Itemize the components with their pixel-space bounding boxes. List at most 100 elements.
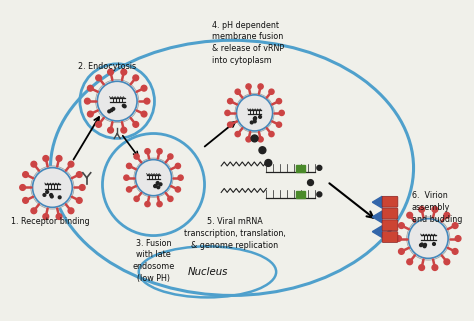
Circle shape bbox=[175, 163, 181, 169]
Circle shape bbox=[423, 245, 426, 247]
Circle shape bbox=[178, 175, 183, 180]
Circle shape bbox=[396, 236, 401, 241]
Circle shape bbox=[168, 196, 173, 202]
Circle shape bbox=[68, 208, 74, 214]
Circle shape bbox=[124, 175, 129, 180]
Circle shape bbox=[265, 160, 272, 166]
Circle shape bbox=[452, 223, 458, 229]
Circle shape bbox=[235, 89, 240, 94]
Circle shape bbox=[276, 122, 282, 127]
Circle shape bbox=[279, 110, 284, 116]
FancyBboxPatch shape bbox=[382, 196, 398, 207]
Text: 3. Fusion
with late
endosome
(low PH): 3. Fusion with late endosome (low PH) bbox=[132, 239, 174, 283]
Circle shape bbox=[444, 259, 450, 265]
Circle shape bbox=[76, 197, 82, 203]
Circle shape bbox=[31, 161, 36, 167]
Circle shape bbox=[31, 208, 36, 214]
Circle shape bbox=[31, 166, 74, 209]
Circle shape bbox=[258, 137, 263, 142]
Circle shape bbox=[43, 156, 49, 161]
Circle shape bbox=[419, 207, 425, 212]
FancyBboxPatch shape bbox=[382, 220, 398, 231]
Circle shape bbox=[269, 132, 274, 137]
Text: 5. Viral mRNA
transcription, translation,
& genome replication: 5. Viral mRNA transcription, translation… bbox=[184, 217, 286, 249]
Circle shape bbox=[168, 154, 173, 159]
Circle shape bbox=[154, 185, 157, 187]
Circle shape bbox=[154, 185, 156, 187]
Circle shape bbox=[317, 192, 322, 197]
Circle shape bbox=[317, 165, 322, 170]
Circle shape bbox=[141, 85, 147, 91]
Circle shape bbox=[399, 248, 404, 254]
Circle shape bbox=[145, 202, 150, 207]
Circle shape bbox=[121, 127, 127, 133]
Circle shape bbox=[141, 111, 147, 117]
Circle shape bbox=[84, 98, 90, 104]
Circle shape bbox=[43, 214, 49, 220]
Circle shape bbox=[134, 154, 139, 159]
Circle shape bbox=[407, 259, 412, 265]
Circle shape bbox=[50, 194, 53, 196]
Circle shape bbox=[96, 122, 101, 127]
Circle shape bbox=[23, 197, 28, 203]
Circle shape bbox=[108, 110, 110, 113]
Circle shape bbox=[133, 122, 138, 127]
Circle shape bbox=[96, 75, 101, 81]
Circle shape bbox=[122, 104, 125, 107]
Bar bbox=[296, 191, 305, 198]
Circle shape bbox=[420, 243, 423, 246]
Circle shape bbox=[433, 243, 435, 245]
Circle shape bbox=[225, 110, 230, 116]
Circle shape bbox=[246, 137, 251, 142]
Circle shape bbox=[444, 213, 450, 218]
Circle shape bbox=[96, 80, 139, 123]
Polygon shape bbox=[373, 226, 382, 238]
Circle shape bbox=[269, 89, 274, 94]
Circle shape bbox=[88, 111, 93, 117]
Circle shape bbox=[23, 172, 28, 178]
Circle shape bbox=[235, 93, 274, 133]
Circle shape bbox=[254, 117, 256, 120]
Circle shape bbox=[46, 191, 48, 193]
Text: 1. Receptor binding: 1. Receptor binding bbox=[11, 217, 90, 226]
Circle shape bbox=[235, 132, 240, 137]
Circle shape bbox=[121, 69, 127, 75]
Circle shape bbox=[432, 265, 438, 270]
Circle shape bbox=[108, 69, 113, 75]
Circle shape bbox=[254, 120, 256, 123]
Circle shape bbox=[251, 135, 258, 142]
Circle shape bbox=[246, 84, 251, 89]
Circle shape bbox=[156, 182, 159, 184]
Circle shape bbox=[419, 244, 422, 247]
Circle shape bbox=[258, 84, 263, 89]
Polygon shape bbox=[373, 196, 382, 208]
Circle shape bbox=[110, 109, 113, 112]
Circle shape bbox=[79, 185, 85, 190]
Circle shape bbox=[175, 187, 181, 192]
Circle shape bbox=[112, 108, 115, 110]
Circle shape bbox=[88, 85, 93, 91]
Circle shape bbox=[50, 195, 53, 198]
Circle shape bbox=[127, 187, 132, 192]
Circle shape bbox=[145, 149, 150, 154]
Circle shape bbox=[20, 185, 26, 190]
Circle shape bbox=[432, 207, 438, 212]
Circle shape bbox=[144, 98, 150, 104]
Circle shape bbox=[157, 149, 162, 154]
Circle shape bbox=[399, 223, 404, 229]
Circle shape bbox=[407, 217, 450, 260]
Text: 2. Endocytosis: 2. Endocytosis bbox=[78, 62, 136, 71]
Circle shape bbox=[228, 122, 233, 127]
Circle shape bbox=[259, 147, 266, 154]
Circle shape bbox=[308, 180, 313, 186]
Circle shape bbox=[452, 248, 458, 254]
Circle shape bbox=[134, 158, 173, 197]
Circle shape bbox=[133, 75, 138, 81]
Circle shape bbox=[276, 99, 282, 104]
FancyBboxPatch shape bbox=[382, 208, 398, 219]
Bar bbox=[296, 165, 305, 172]
Text: 6.  Virion
assembly
and budding: 6. Virion assembly and budding bbox=[411, 191, 462, 224]
Circle shape bbox=[134, 196, 139, 202]
Circle shape bbox=[68, 161, 74, 167]
Circle shape bbox=[250, 121, 253, 124]
